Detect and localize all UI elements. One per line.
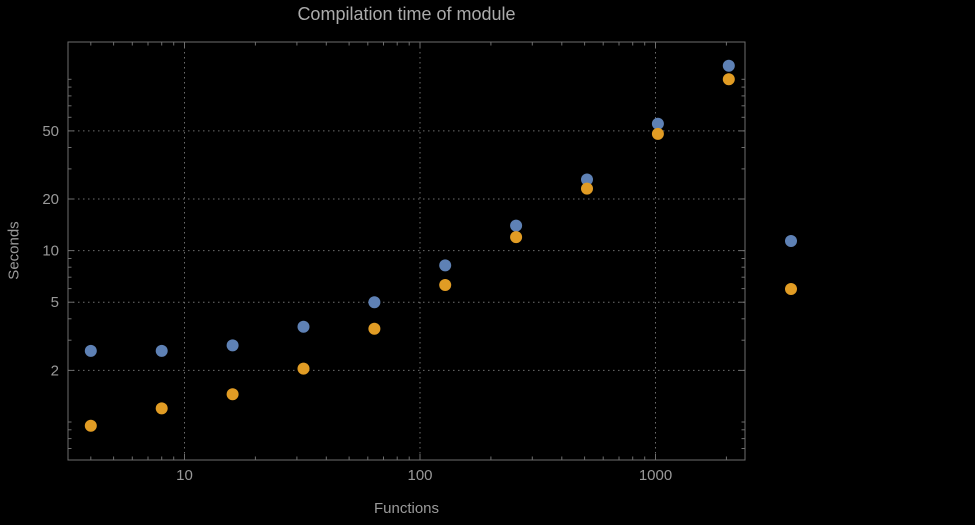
data-point-series-1 (368, 296, 381, 309)
data-point-series-1 (651, 117, 664, 130)
data-point-series-2 (439, 279, 452, 291)
legend-marker-series-1 (785, 235, 797, 247)
y-tick-label: 50 (42, 123, 59, 140)
data-point-series-2 (368, 322, 381, 335)
x-tick-label: 10 (176, 467, 193, 484)
x-tick-label: 100 (407, 467, 432, 484)
y-tick-label: 5 (51, 294, 59, 311)
data-point-series-2 (510, 231, 523, 244)
data-point-series-1 (226, 339, 239, 352)
y-tick-label: 20 (42, 191, 59, 208)
data-point-series-1 (297, 320, 310, 333)
data-point-series-2 (651, 127, 664, 140)
data-point-series-1 (581, 173, 593, 186)
data-point-series-1 (84, 344, 97, 357)
legend-marker-series-2 (785, 283, 797, 295)
data-point-series-2 (297, 362, 310, 375)
x-tick-label: 1000 (639, 467, 672, 484)
chart-title: Compilation time of module (297, 4, 516, 24)
y-tick-label: 2 (51, 362, 59, 379)
data-point-series-2 (581, 182, 593, 195)
data-point-series-1 (439, 259, 452, 272)
data-point-series-2 (226, 388, 239, 401)
y-axis-label: Seconds (5, 221, 23, 280)
data-point-series-2 (722, 73, 735, 86)
data-point-series-1 (510, 219, 523, 232)
data-point-series-1 (155, 344, 168, 357)
x-axis-label: Functions (373, 500, 440, 517)
data-point-series-1 (722, 59, 735, 72)
data-point-series-2 (84, 419, 97, 432)
data-point-series-2 (155, 402, 168, 415)
y-tick-label: 10 (42, 243, 59, 260)
